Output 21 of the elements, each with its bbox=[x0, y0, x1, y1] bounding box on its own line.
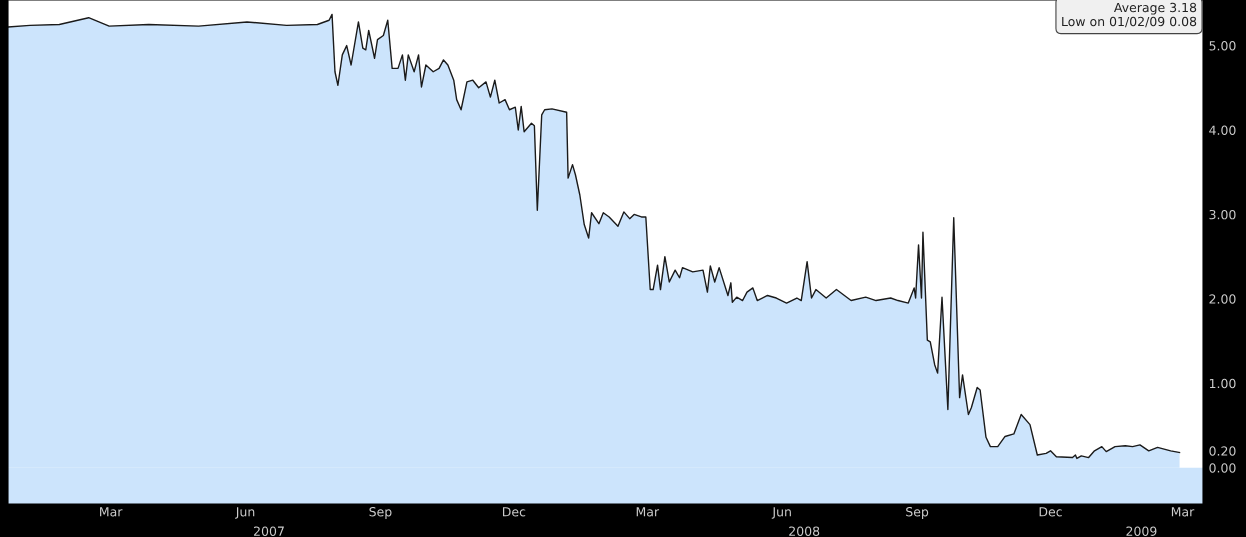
y-tick-label: 0.00 bbox=[1209, 463, 1236, 473]
x-tick-label: Jun bbox=[235, 507, 255, 519]
y-tick-label: 5.00 bbox=[1209, 41, 1236, 51]
y-tick-label: 0.20 bbox=[1209, 446, 1236, 456]
x2-tick-label: 2009 bbox=[1126, 526, 1157, 536]
x2-tick-label: 2008 bbox=[789, 526, 820, 536]
x-tick-label: Dec bbox=[502, 507, 526, 517]
y-tick-label: 3.00 bbox=[1209, 209, 1236, 220]
y-tick-label: 4.00 bbox=[1209, 125, 1236, 135]
x-tick-label: Jun bbox=[771, 507, 791, 519]
annotation: Low on 01/02/09 0.08 bbox=[1062, 16, 1197, 28]
x2-tick-label: 2007 bbox=[254, 526, 284, 536]
x-tick-label: Dec bbox=[1039, 507, 1062, 517]
x-tick-label: Sep bbox=[369, 507, 392, 519]
y-tick-label: 1.00 bbox=[1209, 378, 1236, 389]
x-tick-label: Mar bbox=[1171, 507, 1195, 517]
x-tick-label: Mar bbox=[636, 507, 660, 517]
annotation: Average 3.18 bbox=[1113, 2, 1197, 15]
x-tick-label: Sep bbox=[906, 507, 929, 519]
x-tick-label: Mar bbox=[100, 507, 123, 517]
y-tick-label: 2.00 bbox=[1209, 294, 1236, 304]
